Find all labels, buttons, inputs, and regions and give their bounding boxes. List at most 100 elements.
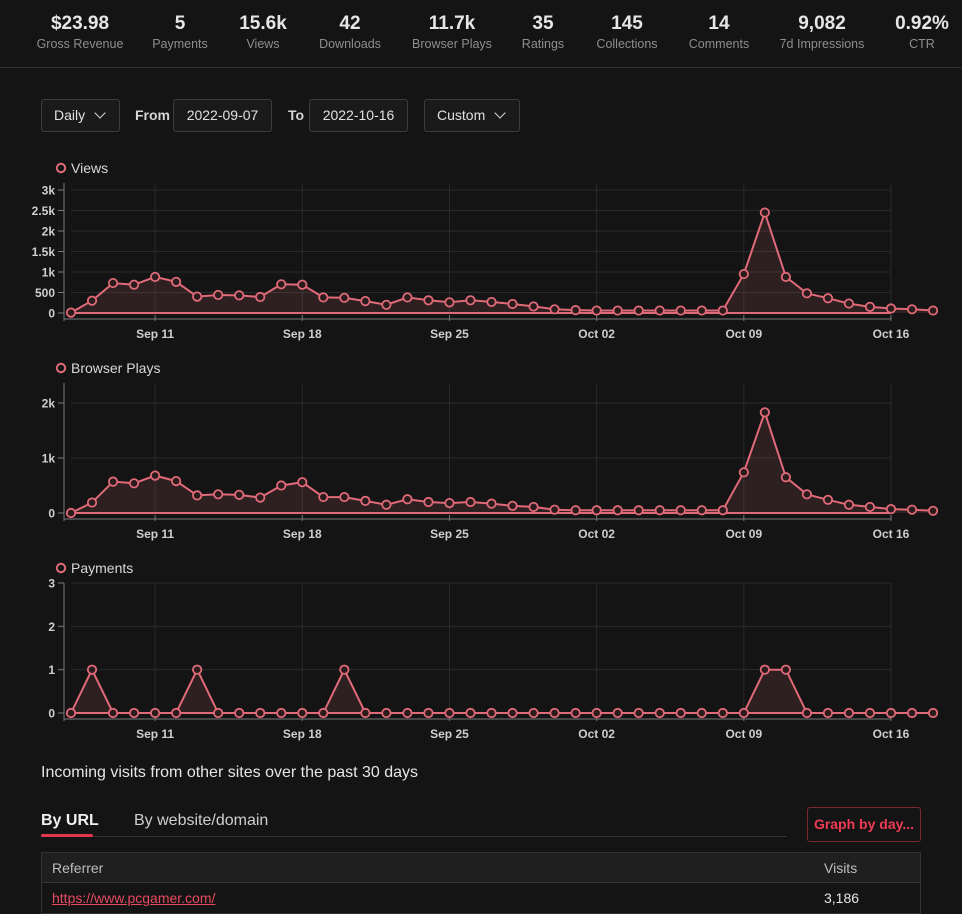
data-point [696, 505, 707, 516]
interval-select[interactable]: Daily [41, 99, 120, 132]
visits-count: 3,186 [824, 890, 860, 906]
y-tick-label: 1 [48, 663, 55, 677]
data-point [339, 491, 350, 503]
data-point [759, 407, 770, 418]
data-point [633, 305, 644, 316]
data-point [549, 504, 560, 515]
data-point [276, 279, 287, 290]
data-point [234, 707, 245, 719]
data-point [507, 500, 518, 511]
y-tick-label: 3 [48, 577, 55, 591]
y-tick-label: 2.5k [32, 204, 56, 218]
data-point [423, 496, 434, 508]
series-area [71, 669, 934, 713]
data-point [402, 707, 413, 719]
x-tick-label: Oct 16 [873, 727, 910, 741]
data-point [717, 505, 728, 516]
data-point [822, 494, 834, 505]
data-point [444, 707, 455, 719]
chart-title: Payments [71, 560, 133, 576]
stat-payments: 5 Payments [125, 12, 235, 52]
data-point [486, 498, 497, 509]
x-tick-label: Oct 02 [578, 327, 615, 341]
stat-label: Downloads [319, 37, 381, 51]
data-point [675, 707, 686, 719]
stat-views: 15.6k Views [208, 12, 318, 52]
data-point [150, 707, 161, 719]
data-point [339, 292, 350, 303]
data-point [927, 707, 939, 719]
stat-value: 35 [532, 13, 554, 34]
stats-bar: $23.98 Gross Revenue 5 Payments 15.6k Views… [0, 0, 962, 68]
data-point [465, 707, 476, 719]
y-tick-label: 500 [35, 286, 55, 300]
x-tick-label: Sep 25 [430, 727, 469, 741]
data-point [234, 489, 245, 500]
tab-by-url[interactable]: By URL [41, 812, 99, 829]
data-point [65, 507, 77, 519]
data-point [86, 497, 98, 508]
data-point [780, 472, 791, 483]
tab-by-website[interactable]: By website/domain [134, 812, 269, 829]
data-point [213, 707, 224, 719]
legend-marker-icon [55, 162, 67, 174]
charts-area: Views 0 500 1k 1.5k 2k 2.5k 3k Sep 11 Sep 18 Sep 2… [32, 160, 939, 741]
range-select[interactable]: Custom [424, 99, 520, 132]
stat-value: $23.98 [50, 13, 110, 34]
graph-by-day-button[interactable]: Graph by day... [807, 807, 921, 842]
x-tick-label: Oct 09 [725, 527, 762, 541]
table-header: Referrer Visits [42, 853, 920, 883]
data-point [675, 505, 686, 516]
interval-select-value: Daily [54, 107, 86, 123]
x-tick-label: Sep 11 [136, 727, 174, 741]
stat-browser-plays: 11.7k Browser Plays [397, 12, 507, 52]
stat-label: Views [246, 37, 280, 51]
data-point [65, 307, 77, 318]
data-point [528, 301, 539, 312]
data-point [717, 305, 728, 316]
data-point [444, 497, 455, 509]
data-point [822, 707, 834, 719]
x-tick-label: Sep 18 [283, 527, 322, 541]
data-point [738, 268, 749, 280]
x-tick-label: Sep 18 [283, 727, 322, 741]
series-area [71, 212, 934, 313]
y-tick-label: 2k [42, 225, 56, 239]
y-tick-label: 2 [48, 620, 55, 634]
data-point [276, 480, 287, 491]
data-point [255, 492, 266, 503]
data-point [570, 305, 581, 316]
data-point [192, 291, 203, 302]
to-date-input[interactable]: 2022-10-16 [309, 99, 408, 132]
referrer-link[interactable]: https://www.pcgamer.com/ [52, 890, 216, 906]
y-tick-label: 1k [42, 452, 56, 466]
x-tick-label: Oct 09 [725, 327, 762, 341]
from-date-input[interactable]: 2022-09-07 [173, 99, 272, 132]
x-tick-label: Oct 09 [725, 727, 762, 741]
range-select-value: Custom [437, 107, 486, 123]
stat-value: 14 [708, 13, 730, 34]
data-point [549, 304, 560, 315]
x-tick-label: Oct 02 [578, 527, 615, 541]
data-point [150, 470, 161, 481]
data-point [150, 271, 161, 283]
data-point [128, 478, 140, 489]
y-tick-label: 0 [48, 507, 55, 521]
data-point [423, 295, 434, 306]
table-row: https://www.pcgamer.com/ 3,186 [42, 883, 920, 913]
data-point [843, 707, 855, 719]
data-point [465, 496, 476, 508]
data-point [192, 490, 203, 501]
data-point [402, 494, 413, 505]
data-point [612, 505, 623, 516]
series-line [70, 667, 934, 714]
data-point [213, 489, 224, 500]
referrers-heading: Incoming visits from other sites over th… [41, 764, 419, 781]
data-point [360, 707, 371, 719]
data-point [339, 664, 350, 675]
legend-marker-icon [55, 562, 67, 574]
data-point [107, 277, 119, 289]
data-point [675, 305, 686, 316]
x-tick-label: Sep 18 [283, 327, 322, 341]
chart-title: Views [71, 160, 108, 176]
